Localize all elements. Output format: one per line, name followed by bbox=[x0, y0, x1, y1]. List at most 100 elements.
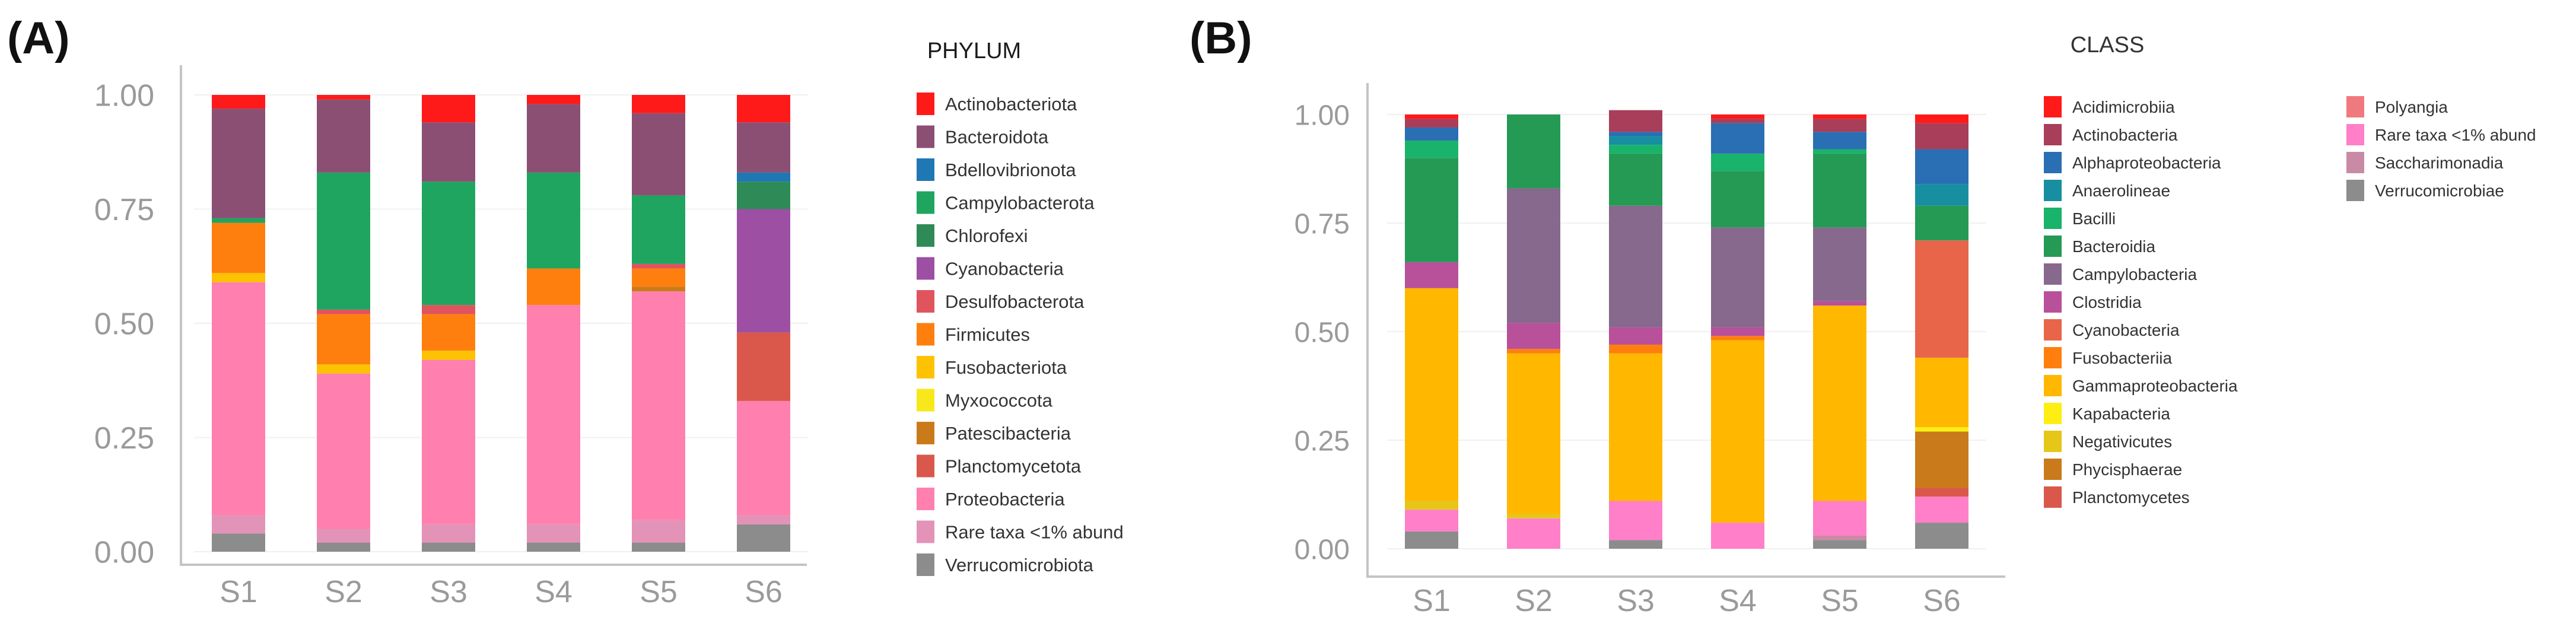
panel-a-x-tick-label: S3 bbox=[430, 575, 468, 609]
panel-a-bar-segment bbox=[212, 515, 265, 534]
panel-b-legend-item: Clostridia bbox=[2044, 291, 2142, 313]
panel-b-bar-segment bbox=[1609, 353, 1662, 501]
panel-b-legend-swatch bbox=[2044, 431, 2062, 452]
panel-b-legend-item: Saccharimonadia bbox=[2346, 152, 2504, 173]
panel-a-legend-item: Rare taxa <1% abund bbox=[917, 520, 1124, 543]
panel-b-bar-segment bbox=[1507, 114, 1560, 189]
panel-b-bar-segment bbox=[1405, 114, 1458, 119]
panel-b-bar-segment bbox=[1609, 205, 1662, 327]
panel-b-bar-segment bbox=[1507, 323, 1560, 349]
panel-b-bar-segment bbox=[1813, 536, 1866, 540]
panel-b-x-tick-label: S5 bbox=[1821, 584, 1859, 618]
panel-a-bar-segment bbox=[212, 222, 265, 273]
panel-b-x-tick-label: S6 bbox=[1923, 584, 1961, 618]
panel-b-bar-segment bbox=[1915, 497, 1968, 523]
panel-a-bar-segment bbox=[632, 263, 685, 269]
panel-b-bars bbox=[1405, 110, 1968, 549]
panel-a-gridlines bbox=[194, 94, 808, 552]
panel-b-bar-segment bbox=[1711, 340, 1764, 523]
panel-a-bar-segment bbox=[212, 533, 265, 552]
panel-b-bar-segment bbox=[1609, 540, 1662, 549]
panel-a-bar-segment bbox=[212, 109, 265, 218]
panel-b-bar-segment bbox=[1405, 501, 1458, 510]
panel-b-legend-swatch bbox=[2044, 208, 2062, 229]
panel-b-bar-segment bbox=[1915, 205, 1968, 241]
panel-b-y-tick-label: 1.00 bbox=[1295, 100, 1350, 131]
panel-b-bar-segment bbox=[1915, 114, 1968, 123]
panel-a-legend-label: Cyanobacteria bbox=[945, 259, 1064, 279]
panel-b-legend-label: Actinobacteria bbox=[2072, 126, 2178, 144]
panel-a-legend-label: Planctomycetota bbox=[945, 456, 1082, 477]
panel-a-legend-item: Verrucomicrobiota bbox=[917, 553, 1094, 576]
panel-b-legend-swatch bbox=[2044, 263, 2062, 285]
panel-b-bar-segment bbox=[1711, 114, 1764, 119]
panel-a-bar-segment bbox=[422, 314, 475, 351]
panel-a-legend-swatch bbox=[917, 553, 934, 576]
panel-b-bar-segment bbox=[1915, 240, 1968, 358]
panel-b-legend-label: Alphaproteobacteria bbox=[2072, 154, 2221, 172]
panel-b-bar-segment bbox=[1915, 427, 1968, 432]
panel-a-x-tick-label: S5 bbox=[640, 575, 678, 609]
panel-a-legend-label: Patescibacteria bbox=[945, 423, 1071, 444]
panel-b-legend-item: Actinobacteria bbox=[2044, 124, 2178, 145]
panel-a-bar-segment bbox=[632, 520, 685, 543]
panel-b-bar-segment bbox=[1915, 123, 1968, 149]
panel-a-x-tick-label: S2 bbox=[325, 575, 362, 609]
panel-a-bar-segment bbox=[422, 182, 475, 306]
panel-b-legend: Acidimicrobiia Actinobacteria Alphaproteob… bbox=[2044, 96, 2536, 508]
panel-a-legend-swatch bbox=[917, 158, 934, 181]
panel-a-bar-segment bbox=[212, 218, 265, 223]
panel-a-legend-item: Campylobacterota bbox=[917, 191, 1095, 214]
panel-b-y-tick-labels: 0.00 0.25 0.50 0.75 1.00 bbox=[1295, 100, 1350, 565]
panel-a-bar-segment bbox=[317, 309, 370, 314]
panel-a-bar-segment bbox=[422, 359, 475, 524]
panel-b-bar-segment bbox=[1507, 188, 1560, 323]
panel-a-legend-label: Verrucomicrobiota bbox=[945, 555, 1094, 575]
panel-a-bar-segment bbox=[737, 172, 790, 182]
panel-a-bar-segment bbox=[527, 542, 580, 552]
panel-a-bar-segment bbox=[737, 182, 790, 209]
panel-b-bar-segment bbox=[1609, 153, 1662, 206]
panel-a-legend-label: Campylobacterota bbox=[945, 193, 1095, 214]
panel-b-legend-swatch bbox=[2044, 236, 2062, 257]
panel-b-x-tick-labels: S1 S2 S3 S4 S5 S6 bbox=[1413, 584, 1961, 618]
panel-b-bar-segment bbox=[1813, 132, 1866, 149]
panel-b-legend-swatch bbox=[2044, 152, 2062, 173]
panel-b-y-tick-label: 0.75 bbox=[1295, 208, 1350, 240]
panel-a-bar-segment bbox=[527, 104, 580, 173]
panel-b-legend-item: Rare taxa <1% abund bbox=[2346, 124, 2536, 145]
panel-a-legend-swatch bbox=[917, 257, 934, 280]
panel-b-x-tick-label: S2 bbox=[1515, 584, 1553, 618]
panel-b-legend-item: Phycisphaerae bbox=[2044, 459, 2182, 480]
panel-a-legend-label: Bdellovibrionota bbox=[945, 160, 1076, 180]
panel-b-bar-segment bbox=[1507, 514, 1560, 518]
panel-a-bar-segment bbox=[737, 515, 790, 524]
panel-b-legend-item: Negativicutes bbox=[2044, 431, 2172, 452]
panel-a-legend-swatch bbox=[917, 323, 934, 346]
panel-b-y-tick-label: 0.00 bbox=[1295, 534, 1350, 565]
panel-b-bar-segment bbox=[1405, 119, 1458, 128]
panel-b-y-tick-label: 0.50 bbox=[1295, 317, 1350, 348]
panel-a-y-tick-label: 0.75 bbox=[94, 193, 154, 227]
panel-b-bar-segment bbox=[1813, 540, 1866, 549]
panel-b-bar-segment bbox=[1711, 227, 1764, 327]
panel-b: (B) CLASS 0.000.250.500.751.00 S1 S2 S3 S4 S… bbox=[1190, 13, 2536, 618]
panel-b-legend-swatch bbox=[2346, 180, 2364, 201]
panel-b-legend-label: Campylobacteria bbox=[2072, 265, 2197, 284]
panel-b-bar-segment bbox=[1813, 119, 1866, 132]
panel-a-bar-segment bbox=[632, 287, 685, 292]
panel-a-bar-segment bbox=[632, 268, 685, 287]
panel-b-legend-item: Acidimicrobiia bbox=[2044, 96, 2175, 117]
panel-a-bar-segment bbox=[317, 373, 370, 529]
panel-a-bar-segment bbox=[632, 113, 685, 196]
panel-a-bar-segment bbox=[632, 95, 685, 113]
panel-b-bar-segment bbox=[1813, 227, 1866, 301]
panel-a-legend-swatch bbox=[917, 454, 934, 478]
panel-a-x-tick-label: S1 bbox=[220, 575, 257, 609]
panel-b-bar-segment bbox=[1813, 114, 1866, 119]
panel-a-bar-segment bbox=[317, 95, 370, 100]
panel-b-bar-segment bbox=[1711, 171, 1764, 228]
panel-a-legend-swatch bbox=[917, 125, 934, 148]
panel-b-legend-label: Polyangia bbox=[2375, 98, 2448, 116]
panel-a-x-tick-label: S6 bbox=[745, 575, 783, 609]
